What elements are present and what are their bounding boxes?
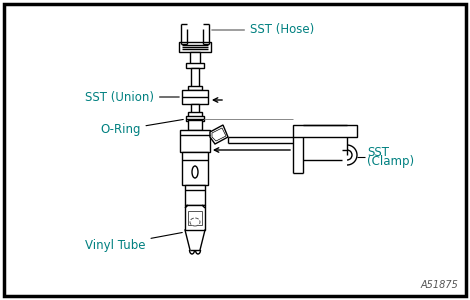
- Bar: [188, 120, 202, 130]
- Bar: [191, 104, 199, 113]
- Polygon shape: [210, 125, 228, 144]
- Text: O-Ring: O-Ring: [100, 119, 183, 136]
- Bar: [179, 42, 211, 52]
- Bar: [185, 205, 205, 230]
- Polygon shape: [212, 128, 226, 141]
- Text: SST: SST: [367, 146, 389, 158]
- Bar: [186, 63, 204, 68]
- Ellipse shape: [192, 166, 198, 178]
- Bar: [182, 152, 208, 185]
- Bar: [191, 68, 199, 87]
- Text: SST (Union): SST (Union): [85, 91, 179, 103]
- Bar: [188, 86, 202, 90]
- Bar: [185, 185, 205, 205]
- Bar: [182, 90, 208, 104]
- Bar: [180, 130, 210, 152]
- Bar: [186, 116, 204, 121]
- Bar: [190, 52, 200, 65]
- Text: A51875: A51875: [420, 280, 458, 290]
- Bar: [188, 211, 202, 225]
- Text: Vinyl Tube: Vinyl Tube: [85, 232, 182, 251]
- Text: (Clamp): (Clamp): [367, 155, 414, 169]
- Ellipse shape: [190, 218, 200, 226]
- Bar: [293, 125, 357, 137]
- Bar: [188, 112, 202, 117]
- Text: SST (Hose): SST (Hose): [212, 23, 314, 37]
